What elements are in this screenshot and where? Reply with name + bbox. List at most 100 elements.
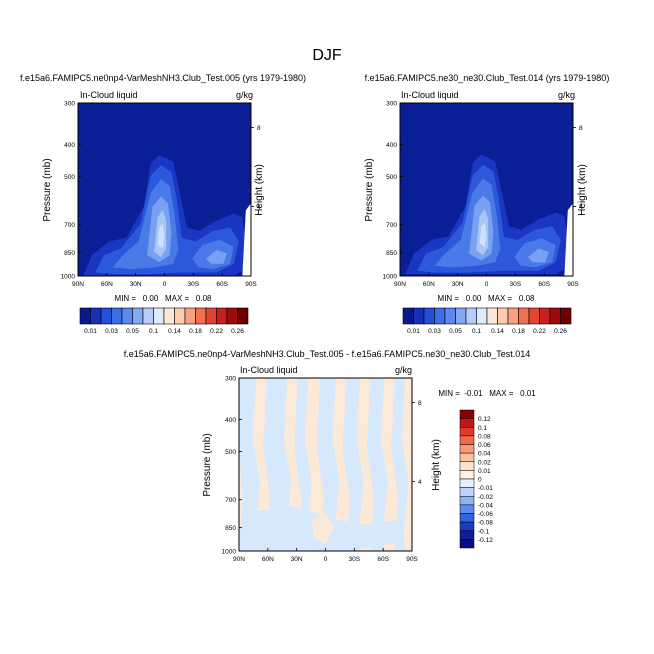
colorbar-box [184, 307, 196, 325]
y-tick-label: 1000 [61, 274, 76, 281]
colorbar-box [455, 307, 467, 325]
colorbar-box [402, 307, 414, 325]
x-tick-label: 30N [130, 281, 142, 288]
colorbar-box [216, 307, 228, 325]
height-tick-label: 4 [418, 479, 422, 486]
colorbar-box [459, 418, 475, 428]
contour-level-4-south [528, 248, 549, 263]
contour-level-6 [479, 222, 487, 247]
height-tick-label: 8 [418, 400, 422, 407]
height-tick-label: 8 [257, 125, 261, 132]
y-tick-label: 500 [64, 174, 75, 181]
colorbar-label: -0.12 [478, 537, 493, 544]
colorbar-box [459, 521, 475, 531]
panel-1-contour-field [78, 103, 251, 276]
height-tick-label: 4 [257, 204, 261, 211]
y-tick-label: 500 [386, 174, 397, 181]
panel-1-units: g/kg [236, 90, 253, 100]
colorbar-label: 0.18 [189, 328, 202, 335]
colorbar-box [497, 307, 509, 325]
y-tick-label: 850 [386, 250, 397, 257]
colorbar-box [111, 307, 123, 325]
panel-3-contour-field [239, 378, 412, 551]
colorbar-label: 0.18 [512, 328, 525, 335]
x-tick-label: 90N [72, 281, 84, 288]
y-tick-label: 850 [64, 250, 75, 257]
y-tick-label: 500 [225, 449, 236, 456]
x-tick-label: 60N [101, 281, 113, 288]
colorbar-box [539, 307, 551, 325]
colorbar-box [518, 307, 530, 325]
colorbar-label: 0 [478, 477, 482, 484]
panel-3-variable: In-Cloud liquid [240, 365, 298, 375]
diff-negative-region [367, 378, 388, 551]
panel-2-title: f.e15a6.FAMIPC5.ne30_ne30.Club_Test.014 … [365, 73, 610, 83]
colorbar-label: 0.22 [210, 328, 223, 335]
missing-data [242, 203, 251, 276]
colorbar-label: 0.08 [478, 433, 491, 440]
colorbar-label: 0.22 [533, 328, 546, 335]
contour-level-4-south [206, 250, 227, 264]
contour-level-6 [157, 224, 165, 249]
diff-negative-region [316, 378, 340, 551]
panel-1-y-axis: 300 400 500 700 850 1000 [61, 101, 81, 281]
colorbar-box [79, 307, 91, 325]
colorbar-label: -0.1 [478, 528, 490, 535]
colorbar-box [226, 307, 238, 325]
colorbar-box [507, 307, 519, 325]
y-tick-label: 850 [225, 525, 236, 532]
x-tick-label: 30S [349, 556, 361, 563]
colorbar-label: 0.26 [554, 328, 567, 335]
colorbar-label: -0.04 [478, 502, 493, 509]
y-tick-label: 400 [386, 142, 397, 149]
colorbar-box [434, 307, 446, 325]
colorbar-box [476, 307, 488, 325]
panel-2-x-axis: 90N 60N 30N 0 30S 60S 90S [394, 273, 579, 288]
colorbar-diff: 0.120.10.080.060.040.020.010-0.01-0.02-0… [459, 409, 493, 549]
colorbar-label: 0.06 [478, 442, 491, 449]
y-tick-label: 700 [225, 497, 236, 504]
y-tick-label: 400 [64, 142, 75, 149]
panel-3-ylabel: Pressure (mb) [202, 433, 213, 496]
colorbar-box [560, 307, 572, 325]
panel-2-ylabel-right: Height (km) [577, 164, 588, 216]
x-tick-label: 60N [262, 556, 274, 563]
colorbar-label: -0.02 [478, 494, 493, 501]
colorbar-label: 0.02 [478, 459, 491, 466]
colorbar-label: 0.04 [478, 451, 491, 458]
colorbar-box [90, 307, 102, 325]
colorbar-label: 0.01 [407, 328, 420, 335]
colorbar-label: 0.01 [478, 468, 491, 475]
y-tick-label: 300 [225, 376, 236, 383]
colorbar-label: 0.14 [491, 328, 504, 335]
x-tick-label: 60S [377, 556, 389, 563]
y-tick-label: 300 [64, 101, 75, 108]
colorbar-box [195, 307, 207, 325]
colorbar-box [459, 539, 475, 549]
panel-2-variable: In-Cloud liquid [401, 90, 459, 100]
colorbar-box [459, 478, 475, 488]
colorbar-label: -0.06 [478, 511, 493, 518]
colorbar-label: 0.26 [231, 328, 244, 335]
colorbar-box [459, 435, 475, 445]
colorbar-box [549, 307, 561, 325]
x-tick-label: 90N [394, 281, 406, 288]
colorbar-box [237, 307, 249, 325]
x-tick-label: 0 [163, 281, 167, 288]
x-tick-label: 60S [216, 281, 228, 288]
height-tick-label: 4 [579, 204, 583, 211]
y-tick-label: 700 [386, 222, 397, 229]
height-tick-label: 8 [579, 125, 583, 132]
colorbar-box [528, 307, 540, 325]
panel-3-right-axis: 84 [412, 400, 422, 486]
panel-2-y-axis: 300 400 500 700 850 1000 [383, 101, 403, 281]
x-tick-label: 90S [406, 556, 418, 563]
colorbar-box [459, 452, 475, 462]
colorbar-box [121, 307, 133, 325]
colorbar-box [459, 470, 475, 480]
panel-2-units: g/kg [558, 90, 575, 100]
panel-1-stats: MIN = 0.00 MAX = 0.08 [115, 294, 212, 303]
diff-negative-region [294, 378, 312, 551]
colorbar-box [444, 307, 456, 325]
